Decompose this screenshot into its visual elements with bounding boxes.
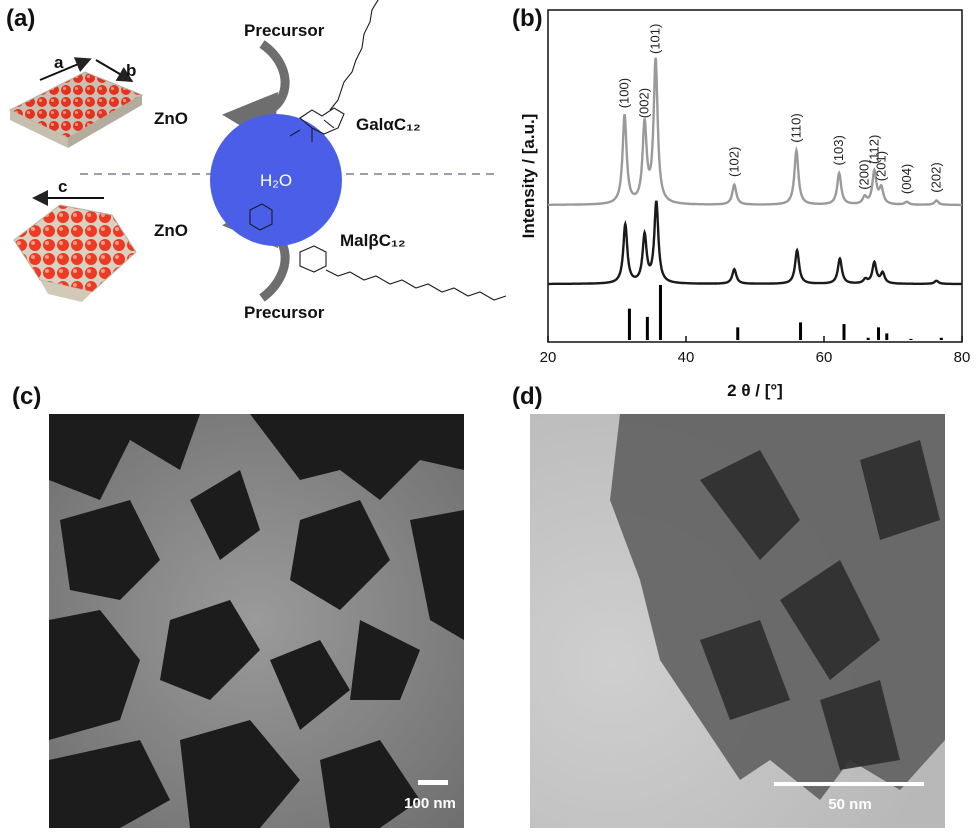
water-droplet [210,114,342,246]
axis-a-label: a [54,53,64,72]
peak-label: (102) [726,147,741,177]
droplet-label: H₂O [260,171,292,190]
x-tick-label: 40 [678,349,695,366]
scale-bar-c-label: 100 nm [404,795,456,812]
xrd-trace-upper [548,57,962,207]
crystal-model-plate [8,71,144,148]
x-axis-title: 2 θ / [°] [727,381,783,400]
panel-a-label: (a) [6,5,35,32]
tem-image-d [530,414,945,828]
x-tick-label: 80 [954,349,971,366]
precursor-top-label: Precursor [244,21,325,40]
xrd-traces [548,57,962,340]
axis-c-label: c [58,177,67,196]
crystal-model-bipyramid [13,204,137,302]
zno-bottom-label: ZnO [154,221,188,240]
x-tick-label: 20 [540,349,557,366]
surfactant-molecule-bottom [249,203,507,301]
panel-a: (a) a b c Precursor Precursor ZnO ZnO H₂… [6,0,507,322]
panel-d-label: (d) [512,383,543,410]
peak-label: (200) [857,159,872,189]
peak-label: (103) [831,135,846,165]
axis-b-arrow [95,59,134,83]
peak-label: (100) [617,78,632,108]
axis-b-label: b [126,61,136,80]
xrd-peak-labels: (100) (002) (101) (102) (110) (103) (200)(112)… [617,24,944,194]
precursor-arrow-top [222,40,290,146]
scale-bar-d [774,782,924,786]
precursor-bottom-label: Precursor [244,303,325,322]
scale-bar-d-label: 50 nm [828,796,871,813]
panel-c: (c) 100 nm [12,383,464,828]
panel-d: (d) 50 nm [512,383,945,828]
peak-label: (002) [637,88,652,118]
panel-b-label: (b) [512,5,543,32]
axis-a-arrow [39,57,92,81]
plot-frame [547,9,963,343]
x-tick-label: 60 [816,349,833,366]
panel-c-label: (c) [12,383,41,410]
zno-top-label: ZnO [154,109,188,128]
peak-label: (112) [866,135,881,164]
panel-b: (b) (100) (002)(101)(102)(110)(103)(200)(… [512,5,970,400]
xrd-trace-lower [548,200,962,286]
peak-label: (101) [648,24,663,54]
peak-label: (201) [873,151,888,181]
scale-bar-c [418,780,448,785]
peak-label: (004) [899,164,914,194]
peak-label: (110) [788,113,803,142]
surfactant-bottom-label: MalβC₁₂ [340,231,406,250]
y-axis-title: Intensity / [a.u.] [519,114,538,239]
peak-label: (202) [929,162,944,192]
tem-image-c [49,414,464,828]
surfactant-top-label: GalαC₁₂ [356,115,421,134]
surfactant-molecule-top [289,0,379,142]
x-axis-ticks: 20 40 60 80 [540,336,971,366]
